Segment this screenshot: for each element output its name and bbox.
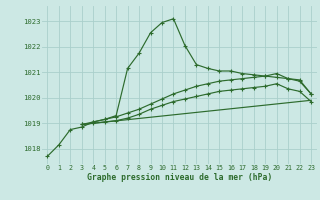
X-axis label: Graphe pression niveau de la mer (hPa): Graphe pression niveau de la mer (hPa) bbox=[87, 173, 272, 182]
